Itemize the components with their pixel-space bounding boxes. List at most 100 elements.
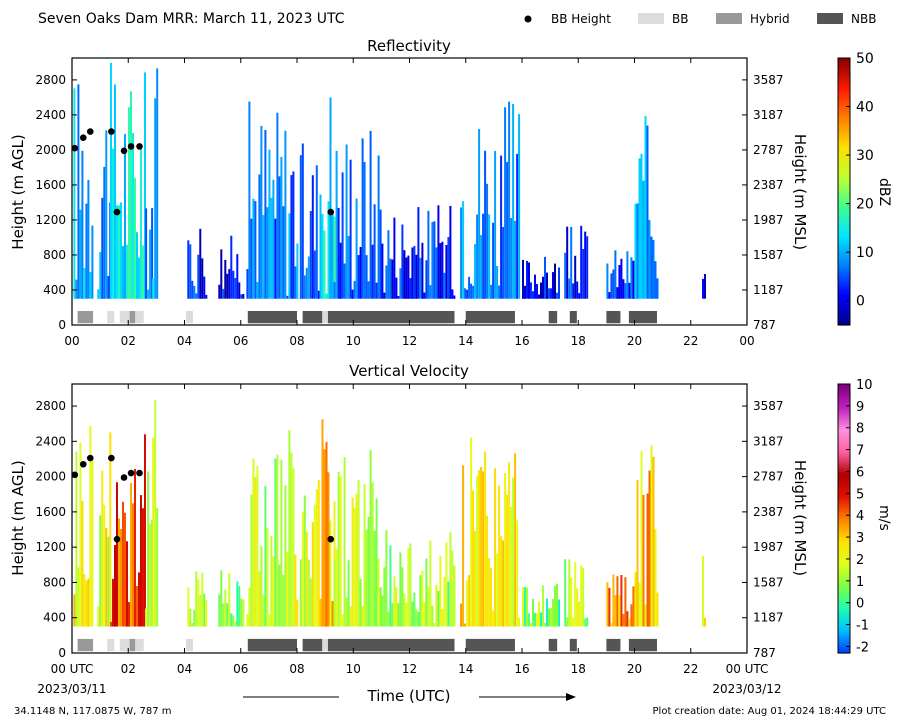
bb-type-segment-hybrid (129, 638, 136, 652)
ylabel-msl-reflectivity: Height (m MSL) (791, 134, 809, 250)
colorbar-tick-label: 0 (856, 294, 865, 310)
ytick-label: 2800 (35, 73, 66, 87)
xtick-label: 04 (177, 662, 192, 676)
colorbar-frame (837, 383, 851, 654)
xtick-label: 12 (402, 662, 417, 676)
colorbar-tick-label: -1 (856, 619, 869, 634)
precip-column (299, 143, 320, 299)
ytick-label: 2800 (35, 399, 66, 413)
colorbar-tick-label: 50 (856, 51, 874, 67)
ytick-label: 1600 (35, 505, 66, 519)
xtick-label: 16 (514, 662, 529, 676)
bb-type-segment-nbb (548, 310, 558, 324)
bb-type-segment-nbb (465, 638, 515, 652)
xtick-label: 18 (571, 662, 586, 676)
legend-label: Hybrid (750, 12, 790, 26)
bb-height-point (113, 208, 121, 216)
time-arrow-head-icon (566, 693, 576, 701)
colorbar-tick-label: 10 (856, 378, 873, 393)
precip-column (702, 556, 706, 627)
ytick-label: 400 (43, 283, 66, 297)
xtick-label: 22 (683, 662, 698, 676)
legend-swatch-hybrid (716, 13, 742, 24)
bb-height-point (86, 454, 94, 462)
ytick-label: 0 (58, 318, 66, 332)
colorbar-tick-label: 5 (856, 487, 864, 502)
legend-swatch-nbb (817, 13, 843, 24)
y2tick-label: 3187 (753, 108, 784, 122)
bb-height-point (86, 128, 94, 135)
ytick-label: 2000 (35, 470, 66, 484)
colorbar-tick-label: 40 (856, 100, 874, 116)
y2tick-label: 3587 (753, 73, 784, 87)
bb-type-segment-bb (135, 310, 144, 324)
ylabel-agl-velocity: Height (m AGL) (9, 460, 27, 575)
y2tick-label: 2787 (753, 143, 784, 157)
precip-column (187, 571, 208, 627)
bb-type-segment-bb (107, 638, 115, 652)
xtick-label: 08 (289, 334, 304, 348)
ytick-label: 800 (43, 248, 66, 262)
precip-column (218, 235, 245, 299)
bb-height-point (120, 474, 128, 481)
xtick-label: 18 (571, 334, 586, 348)
footer-location: 34.1148 N, 117.0875 W, 787 m (14, 706, 172, 717)
precip-column (333, 450, 382, 627)
bb-height-point (113, 535, 121, 543)
xtick-label: 14 (458, 334, 473, 348)
precip-column (460, 437, 521, 627)
xtick-label: 02 (121, 334, 136, 348)
xtick-label: 20 (627, 334, 642, 348)
precip-column (522, 256, 560, 299)
colorbar-tick-label: -2 (856, 640, 869, 655)
panel-title-vertical-velocity: Vertical Velocity (349, 362, 469, 380)
colorbar-tick-label: 4 (856, 509, 864, 524)
bb-height-point (127, 143, 135, 150)
precip-column (110, 62, 146, 299)
bb-type-segment-bb (119, 310, 130, 324)
ytick-label: 400 (43, 611, 66, 625)
y2tick-label: 787 (753, 646, 776, 660)
bb-type-segment-bb (135, 638, 144, 652)
xtick-label: 10 (346, 334, 361, 348)
bb-type-segment-nbb (247, 638, 297, 652)
bb-type-segment-nbb (327, 310, 455, 324)
xtick-label: 16 (514, 334, 529, 348)
xtick-label: 02 (121, 662, 136, 676)
legend-label: BB Height (551, 12, 611, 26)
bb-type-segment-nbb (606, 638, 621, 652)
colorbar-tick-label: 3 (856, 531, 864, 546)
bb-type-segment-nbb (302, 310, 323, 324)
start-date-label: 2023/03/11 (37, 682, 106, 696)
end-date-label: 2023/03/12 (712, 682, 781, 696)
ytick-label: 2000 (35, 143, 66, 157)
legend-label: BB (672, 12, 688, 26)
precip-column (246, 101, 299, 299)
bb-height-point (79, 460, 87, 468)
precip-column (381, 530, 456, 627)
bb-height-point (108, 454, 115, 462)
colorbar-tick-label: 9 (856, 400, 864, 415)
precip-column (564, 225, 589, 299)
y2tick-label: 2387 (753, 505, 784, 519)
precip-column (152, 400, 159, 627)
precip-column (97, 130, 112, 299)
reflectivity-colorbar: 0 10 20 30 40 50 (837, 51, 874, 326)
colorbar-tick-label: 6 (856, 465, 864, 480)
xtick-label: 10 (346, 662, 361, 676)
colorbar-label-ms: m/s (876, 505, 892, 531)
bb-type-segment-nbb (548, 638, 558, 652)
bb-type-segment-bb (107, 310, 115, 324)
bb-height-point (136, 143, 143, 150)
y2tick-label: 1587 (753, 248, 784, 262)
bb-type-segment-nbb (247, 310, 297, 324)
y2tick-label: 3187 (753, 434, 784, 448)
ylabel-msl-velocity: Height (m MSL) (791, 460, 809, 576)
y2tick-label: 1587 (753, 575, 784, 589)
bb-type-segment-bb (185, 310, 193, 324)
precip-column (522, 583, 560, 627)
xtick-label: 14 (458, 662, 473, 676)
bb-type-segment-bb (119, 638, 130, 652)
